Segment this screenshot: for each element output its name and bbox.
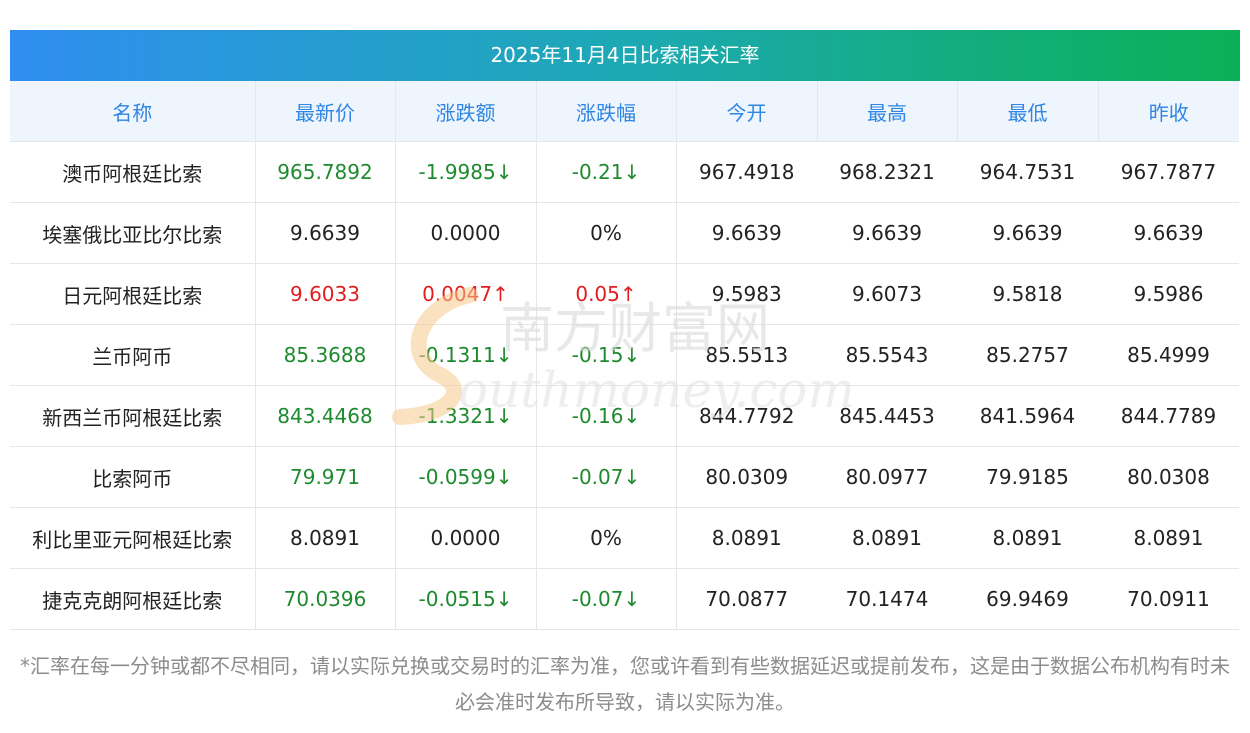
table-row: 利比里亚元阿根廷比索 8.0891 0.0000 0% 8.0891 8.0891 8.08…: [10, 507, 1239, 569]
currency-name-cell: 澳币阿根廷比索: [10, 141, 256, 203]
latest-price-cell: 9.6033: [255, 263, 396, 325]
low-price-cell: 79.9185: [957, 446, 1098, 508]
currency-name-cell: 埃塞俄比亚比尔比索: [10, 202, 256, 264]
low-price-cell: 9.6639: [957, 202, 1098, 264]
table-row: 埃塞俄比亚比尔比索 9.6639 0.0000 0% 9.6639 9.6639 9.663…: [10, 202, 1239, 264]
change-amount-cell: -0.0515↓: [395, 568, 537, 630]
currency-name-cell: 利比里亚元阿根廷比索: [10, 507, 256, 569]
open-price-cell: 9.6639: [676, 202, 817, 264]
column-header-change-percent: 涨跌幅: [536, 81, 677, 142]
change-percent-cell: -0.16↓: [536, 385, 677, 447]
change-percent-cell: 0.05↑: [536, 263, 677, 325]
latest-price-cell: 9.6639: [255, 202, 396, 264]
latest-price-cell: 8.0891: [255, 507, 396, 569]
open-price-cell: 8.0891: [676, 507, 817, 569]
table-row: 澳币阿根廷比索 965.7892 -1.9985↓ -0.21↓ 967.4918 968…: [10, 141, 1239, 203]
prev-close-cell: 70.0911: [1098, 568, 1239, 630]
latest-price-cell: 70.0396: [255, 568, 396, 630]
low-price-cell: 841.5964: [957, 385, 1098, 447]
prev-close-cell: 967.7877: [1098, 141, 1239, 203]
prev-close-cell: 9.5986: [1098, 263, 1239, 325]
column-header-change: 涨跌额: [395, 81, 537, 142]
open-price-cell: 844.7792: [676, 385, 817, 447]
open-price-cell: 80.0309: [676, 446, 817, 508]
change-amount-cell: -0.0599↓: [395, 446, 537, 508]
low-price-cell: 69.9469: [957, 568, 1098, 630]
low-price-cell: 8.0891: [957, 507, 1098, 569]
table-header-row: 名称 最新价 涨跌额 涨跌幅 今开 最高 最低 昨收: [10, 81, 1239, 142]
open-price-cell: 9.5983: [676, 263, 817, 325]
latest-price-cell: 85.3688: [255, 324, 396, 386]
change-amount-cell: 0.0000: [395, 202, 537, 264]
table-row: 新西兰币阿根廷比索 843.4468 -1.3321↓ -0.16↓ 844.7792 8…: [10, 385, 1239, 447]
column-header-open: 今开: [676, 81, 818, 142]
table-row: 比索阿币 79.971 -0.0599↓ -0.07↓ 80.0309 80.0977 79…: [10, 446, 1239, 508]
table-row: 捷克克朗阿根廷比索 70.0396 -0.0515↓ -0.07↓ 70.0877 70.…: [10, 568, 1239, 630]
page-title: 2025年11月4日比索相关汇率: [10, 30, 1240, 81]
prev-close-cell: 9.6639: [1098, 202, 1239, 264]
currency-name-cell: 日元阿根廷比索: [10, 263, 256, 325]
change-percent-cell: -0.21↓: [536, 141, 677, 203]
open-price-cell: 967.4918: [676, 141, 817, 203]
change-percent-cell: 0%: [536, 202, 677, 264]
change-amount-cell: 0.0000: [395, 507, 537, 569]
high-price-cell: 85.5543: [817, 324, 957, 386]
currency-name-cell: 新西兰币阿根廷比索: [10, 385, 256, 447]
currency-name-cell: 兰币阿币: [10, 324, 256, 386]
disclaimer-note: *汇率在每一分钟或都不尽相同，请以实际兑换或交易时的汇率为准，您或许看到有些数据…: [20, 654, 1230, 714]
prev-close-cell: 844.7789: [1098, 385, 1239, 447]
low-price-cell: 964.7531: [957, 141, 1098, 203]
low-price-cell: 9.5818: [957, 263, 1098, 325]
change-amount-cell: -1.3321↓: [395, 385, 537, 447]
prev-close-cell: 8.0891: [1098, 507, 1239, 569]
prev-close-cell: 80.0308: [1098, 446, 1239, 508]
latest-price-cell: 79.971: [255, 446, 396, 508]
change-percent-cell: -0.07↓: [536, 446, 677, 508]
change-percent-cell: -0.07↓: [536, 568, 677, 630]
prev-close-cell: 85.4999: [1098, 324, 1239, 386]
change-amount-cell: -1.9985↓: [395, 141, 537, 203]
column-header-low: 最低: [957, 81, 1099, 142]
latest-price-cell: 843.4468: [255, 385, 396, 447]
open-price-cell: 70.0877: [676, 568, 817, 630]
change-amount-cell: 0.0047↑: [395, 263, 537, 325]
change-amount-cell: -0.1311↓: [395, 324, 537, 386]
low-price-cell: 85.2757: [957, 324, 1098, 386]
exchange-rate-table: 名称 最新价 涨跌额 涨跌幅 今开 最高 最低 昨收 澳币阿根廷比索 965.78…: [10, 81, 1239, 630]
change-percent-cell: -0.15↓: [536, 324, 677, 386]
latest-price-cell: 965.7892: [255, 141, 396, 203]
column-header-high: 最高: [817, 81, 958, 142]
currency-name-cell: 捷克克朗阿根廷比索: [10, 568, 256, 630]
table-row: 兰币阿币 85.3688 -0.1311↓ -0.15↓ 85.5513 85.5543 8…: [10, 324, 1239, 386]
open-price-cell: 85.5513: [676, 324, 817, 386]
high-price-cell: 9.6073: [817, 263, 957, 325]
column-header-prev-close: 昨收: [1098, 81, 1239, 142]
currency-name-cell: 比索阿币: [10, 446, 256, 508]
column-header-latest: 最新价: [255, 81, 396, 142]
high-price-cell: 80.0977: [817, 446, 957, 508]
column-header-name: 名称: [10, 81, 256, 142]
high-price-cell: 70.1474: [817, 568, 957, 630]
high-price-cell: 9.6639: [817, 202, 957, 264]
high-price-cell: 845.4453: [817, 385, 957, 447]
high-price-cell: 8.0891: [817, 507, 957, 569]
table-row: 日元阿根廷比索 9.6033 0.0047↑ 0.05↑ 9.5983 9.6073 9.5…: [10, 263, 1239, 325]
high-price-cell: 968.2321: [817, 141, 957, 203]
change-percent-cell: 0%: [536, 507, 677, 569]
